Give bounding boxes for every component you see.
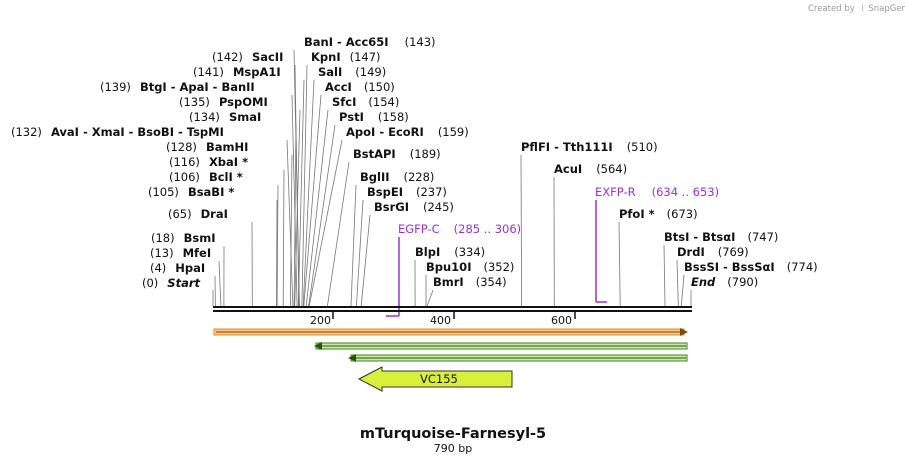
tick-label-400: 400 (430, 314, 451, 327)
snapgene-logo-icon: ⌇ (860, 4, 864, 14)
site-label-bamhi[interactable]: (128) BamHI (166, 140, 248, 154)
feature-vc155-label: VC155 (420, 372, 458, 386)
site-label-kpni[interactable]: KpnI (147) (311, 50, 381, 64)
site-label-acui[interactable]: AcuI (564) (554, 162, 627, 176)
site-label-btgi[interactable]: (139) BtgI - ApaI - BanII (100, 80, 255, 94)
leader-line (282, 169, 285, 307)
map-length: 790 bp (434, 442, 472, 455)
site-label-pflfi[interactable]: PflFI - Tth111I (510) (521, 140, 658, 154)
site-label-blpi[interactable]: BlpI (334) (415, 245, 485, 259)
leader-line (305, 109, 329, 307)
site-label-drdi[interactable]: DrdI (769) (677, 245, 749, 259)
feature-orange-arrow[interactable] (213, 328, 688, 336)
site-label-drai[interactable]: (65) DraI (168, 207, 228, 221)
site-label-bmri[interactable]: BmrI (354) (433, 275, 507, 289)
ruler-ticks: 200 400 600 (310, 312, 576, 327)
primer-egfp-c[interactable]: EGFP-C (285 .. 306) (386, 222, 521, 317)
site-label-bspei[interactable]: BspEI (237) (367, 185, 447, 199)
primer-exfp-r[interactable]: EXFP-R (634 .. 653) (595, 185, 719, 303)
site-label-bsrgi[interactable]: BsrGI (245) (374, 200, 454, 214)
leader-line (297, 79, 305, 307)
site-labels: (0) Start (4) HpaI (13) MfeI (18) BsmI (65) D… (11, 35, 818, 290)
site-label-bcli[interactable]: (106) BclI * (169, 170, 243, 184)
leader-line (218, 260, 222, 307)
leader-line (276, 199, 278, 307)
site-label-start[interactable]: (0) Start (142, 276, 201, 290)
feature-green-arrow-1[interactable] (314, 342, 688, 350)
leader-line (360, 214, 371, 307)
site-label-pfoi[interactable]: PfoI * (673) (619, 207, 698, 221)
tick-label-200: 200 (310, 314, 331, 327)
site-label-bpu10i[interactable]: Bpu10I (352) (426, 260, 514, 274)
site-label-hpai[interactable]: (4) HpaI (150, 261, 205, 275)
site-label-bstapi[interactable]: BstAPI (189) (353, 147, 441, 161)
primer-exfp-r-label: EXFP-R (634 .. 653) (595, 185, 719, 199)
tick-label-600: 600 (551, 314, 572, 327)
leader-line (302, 79, 315, 307)
leader-line (286, 139, 294, 307)
leader-line (308, 139, 343, 307)
site-label-smai[interactable]: (134) SmaI (189, 110, 261, 124)
leader-line (303, 94, 322, 307)
leader-line (301, 64, 308, 307)
leader-line (356, 199, 364, 307)
leader-line (327, 161, 350, 307)
site-label-sali[interactable]: SalI (149) (318, 65, 386, 79)
credit-created-by: Created by (808, 4, 855, 14)
site-label-psti[interactable]: PstI (158) (339, 110, 409, 124)
leader-line (291, 94, 298, 307)
site-label-sfci[interactable]: SfcI (154) (332, 95, 399, 109)
leader-line (676, 259, 679, 307)
leader-line (680, 274, 685, 307)
leader-line (426, 289, 434, 307)
site-label-bsmi[interactable]: (18) BsmI (151, 231, 215, 245)
site-label-end[interactable]: End (790) (691, 275, 758, 289)
site-label-btsi[interactable]: BtsI - BtsαI (747) (664, 230, 778, 244)
site-label-bsabi[interactable]: (105) BsaBI * (148, 185, 234, 199)
leader-line (308, 124, 336, 307)
leader-line (293, 49, 300, 307)
site-label-bsssi[interactable]: BssSI - BssSαI (774) (684, 260, 818, 274)
site-label-mfei[interactable]: (13) MfeI (150, 246, 211, 260)
site-label-avai[interactable]: (132) AvaI - XmaI - BsoBI - TspMI (11, 125, 224, 139)
leader-line (290, 154, 293, 307)
site-label-xbai[interactable]: (116) XbaI * (169, 155, 248, 169)
map-title: mTurquoise-Farnesyl-5 (360, 426, 546, 442)
feature-green-arrow-2[interactable] (348, 354, 688, 362)
credit-text: Created by ⌇ SnapGene (808, 4, 905, 14)
credit-app: SnapGene (868, 4, 905, 14)
site-leaders (212, 49, 692, 307)
leader-line (663, 244, 666, 307)
primer-egfp-c-label: EGFP-C (285 .. 306) (398, 222, 521, 236)
leader-line (350, 184, 357, 307)
leader-line (276, 184, 279, 307)
site-label-bglii[interactable]: BglII (228) (360, 170, 434, 184)
site-label-mspa1i[interactable]: (141) MspA1I (193, 65, 281, 79)
site-label-bani[interactable]: BanI - Acc65I (143) (304, 35, 436, 49)
feature-vc155[interactable]: VC155 (357, 366, 513, 392)
site-label-acci[interactable]: AccI (150) (325, 80, 395, 94)
sequence-backbone[interactable] (213, 306, 692, 312)
site-label-pspomi[interactable]: (135) PspOMI (179, 95, 268, 109)
site-label-apoi[interactable]: ApoI - EcoRI (159) (346, 125, 469, 139)
leader-line (520, 154, 522, 307)
site-label-sacii[interactable]: (142) SacII (212, 50, 283, 64)
leader-line (618, 221, 621, 307)
